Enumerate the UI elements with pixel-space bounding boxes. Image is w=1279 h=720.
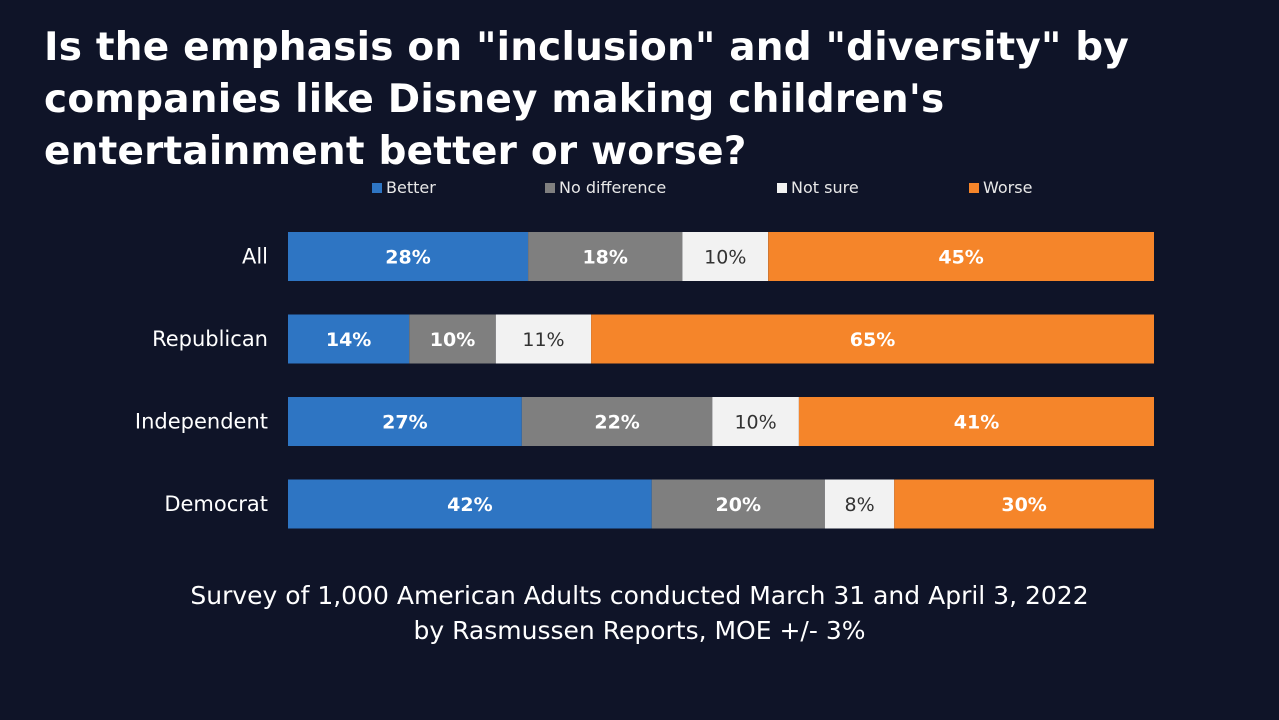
legend-swatch-not-sure bbox=[777, 182, 787, 193]
legend-item-not-sure: Not sure bbox=[777, 178, 859, 197]
legend-label-better: Better bbox=[386, 178, 436, 197]
bar-republican-worse bbox=[591, 314, 1154, 364]
data-label-all-not-sure: 10% bbox=[704, 247, 746, 269]
legend-swatch-worse bbox=[969, 182, 979, 193]
bar-independent-not-sure bbox=[712, 397, 799, 446]
bar-all-no-difference bbox=[528, 232, 683, 281]
legend-item-worse: Worse bbox=[969, 178, 1032, 197]
legend-item-better: Better bbox=[372, 178, 436, 197]
bar-democrat-better bbox=[288, 479, 652, 529]
data-label-democrat-better: 42% bbox=[447, 494, 492, 516]
category-label-independent: Independent bbox=[135, 410, 268, 434]
data-label-independent-better: 27% bbox=[382, 412, 427, 434]
bar-democrat-not-sure bbox=[824, 479, 895, 529]
data-label-republican-not-sure: 11% bbox=[522, 329, 564, 351]
data-label-democrat-no-difference: 20% bbox=[716, 494, 761, 516]
bar-republican-no-difference bbox=[409, 314, 496, 364]
category-label-republican: Republican bbox=[152, 327, 268, 351]
footer-line-2: by Rasmussen Reports, MOE +/- 3% bbox=[413, 616, 866, 645]
bar-independent-worse bbox=[798, 397, 1154, 446]
data-label-democrat-worse: 30% bbox=[1001, 494, 1046, 516]
legend-label-worse: Worse bbox=[983, 178, 1033, 197]
legend-label-no-difference: No difference bbox=[559, 178, 667, 197]
data-label-republican-worse: 65% bbox=[850, 329, 895, 351]
data-label-independent-not-sure: 10% bbox=[734, 412, 776, 434]
data-label-all-no-difference: 18% bbox=[582, 247, 627, 269]
legend-item-no-difference: No difference bbox=[545, 178, 666, 197]
category-label-all: All bbox=[242, 245, 268, 269]
bar-all-not-sure bbox=[682, 232, 769, 281]
bar-democrat-no-difference bbox=[651, 479, 825, 529]
data-label-independent-no-difference: 22% bbox=[594, 412, 639, 434]
data-label-independent-worse: 41% bbox=[954, 412, 999, 434]
data-label-republican-better: 14% bbox=[326, 329, 371, 351]
legend-swatch-better bbox=[372, 182, 382, 193]
bar-republican-better bbox=[288, 314, 410, 364]
category-label-democrat: Democrat bbox=[164, 492, 268, 516]
chart-legend: Better No difference Not sure Worse bbox=[0, 178, 1279, 200]
footer-line-1: Survey of 1,000 American Adults conducte… bbox=[190, 581, 1089, 610]
bar-all-better bbox=[288, 232, 529, 281]
bar-all-worse bbox=[768, 232, 1154, 281]
bar-republican-not-sure bbox=[495, 314, 592, 364]
legend-label-not-sure: Not sure bbox=[791, 178, 859, 197]
stacked-bar-chart: All 28% 18% 10% 45% Republican 14% 10% 11% 65% Ind… bbox=[135, 232, 1154, 529]
legend-swatch-no-difference bbox=[545, 182, 555, 193]
data-label-republican-no-difference: 10% bbox=[430, 329, 475, 351]
data-label-all-worse: 45% bbox=[938, 247, 983, 269]
bar-independent-better bbox=[288, 397, 522, 446]
bar-democrat-worse bbox=[894, 479, 1154, 529]
data-label-democrat-not-sure: 8% bbox=[845, 494, 875, 516]
chart-title: Is the emphasis on "inclusion" and "dive… bbox=[44, 25, 1130, 174]
chart-footer: Survey of 1,000 American Adults conducte… bbox=[0, 578, 1279, 648]
data-label-all-better: 28% bbox=[385, 247, 430, 269]
bar-independent-no-difference bbox=[521, 397, 713, 446]
